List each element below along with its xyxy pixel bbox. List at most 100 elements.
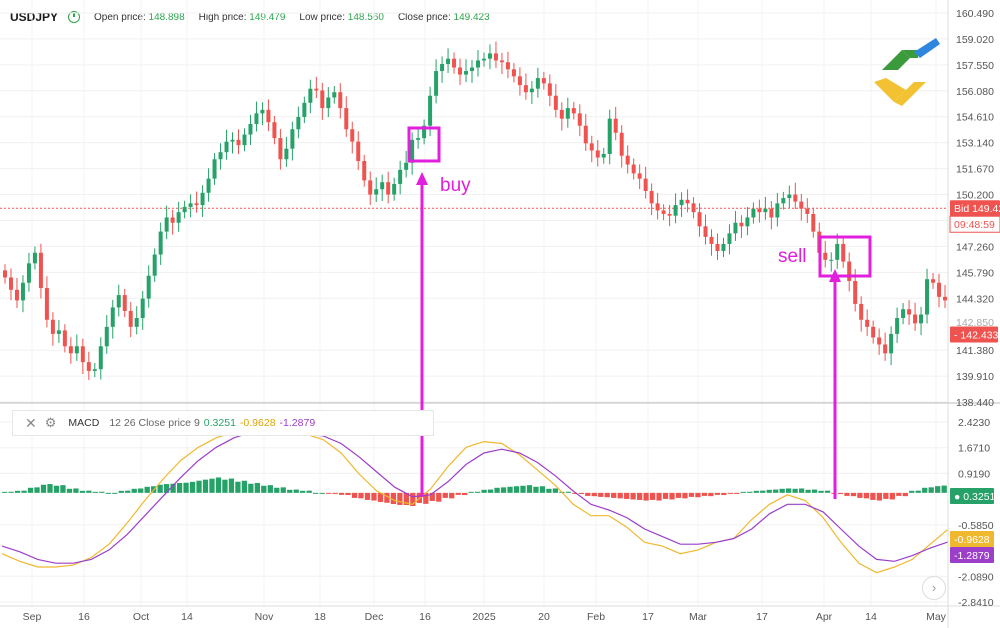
time-tick-label: Mar	[689, 611, 708, 623]
macd-histogram-bar	[740, 491, 746, 493]
macd-histogram-bar	[734, 492, 740, 494]
signal-badge-text: -1.2879	[954, 550, 990, 562]
sell-label: sell	[778, 246, 807, 267]
macd-histogram-bar	[403, 492, 410, 505]
macd-histogram-bar	[338, 492, 345, 495]
candle-body	[937, 282, 942, 297]
macd-histogram-bar	[86, 490, 92, 493]
time-tick-label: 16	[419, 611, 431, 623]
macd-histogram-bar	[753, 490, 759, 493]
candle-body	[799, 201, 804, 209]
candle-body	[703, 226, 708, 237]
macd-histogram-bar	[300, 490, 306, 493]
price-tick-label: 159.020	[956, 34, 994, 46]
macd-histogram-bar	[818, 490, 824, 493]
macd-histogram-bar	[157, 484, 163, 493]
candle-body	[775, 203, 780, 218]
macd-histogram-bar	[92, 491, 98, 493]
candle-body	[218, 152, 223, 160]
clock-icon[interactable]	[68, 11, 81, 23]
chevron-right-icon[interactable]: ›	[922, 576, 946, 600]
candle-body	[194, 203, 199, 206]
candle-body	[92, 369, 97, 371]
close-icon[interactable]: ✕	[25, 414, 37, 431]
macd-histogram-bar	[462, 492, 468, 496]
candle-body	[266, 109, 271, 123]
candle-body	[823, 252, 828, 260]
candle-body	[883, 344, 888, 354]
macd-tick-label: 0.9190	[958, 468, 990, 480]
candle-body	[511, 69, 516, 77]
candle-body	[721, 243, 726, 251]
candle-body	[619, 132, 624, 156]
macd-histogram-bar	[805, 489, 811, 493]
candle-body	[74, 346, 79, 354]
macd-histogram-bar	[364, 492, 371, 500]
buy-arrowhead	[416, 172, 428, 185]
candle-body	[757, 208, 762, 213]
macd-histogram-bar	[727, 492, 733, 494]
candle-body	[673, 205, 678, 216]
candle-body	[368, 180, 373, 195]
candle-body	[98, 346, 103, 370]
candle-body	[236, 139, 241, 146]
countdown-badge-text: 09:48:59	[954, 219, 995, 231]
macd-histogram-bar	[539, 486, 546, 493]
macd-histogram-bar	[902, 492, 908, 497]
macd-histogram-bar	[922, 487, 928, 493]
candle-body	[601, 153, 606, 158]
macd-histogram-bar	[909, 490, 915, 493]
macd-histogram-bar	[747, 491, 753, 493]
candle-body	[206, 178, 211, 193]
macd-histogram-bar	[649, 492, 656, 500]
candle-body	[380, 182, 385, 190]
gear-icon[interactable]: ⚙	[44, 415, 57, 430]
candle-body	[853, 280, 858, 304]
macd-histogram-bar	[112, 492, 118, 494]
macd-histogram-bar	[513, 486, 520, 493]
candle-body	[116, 295, 121, 308]
time-tick-label: 17	[642, 611, 654, 623]
candle-body	[458, 67, 463, 75]
macd-tick-label: 2.4230	[958, 417, 990, 429]
macd-histogram-bar	[267, 485, 273, 493]
candle-body	[86, 362, 91, 371]
candle-body	[811, 213, 816, 232]
time-tick-label: 14	[865, 611, 877, 623]
macd-histogram-bar	[66, 488, 73, 493]
macd-histogram-bar	[377, 492, 384, 502]
candle-body	[356, 141, 361, 162]
candle-body	[697, 212, 702, 227]
macd-histogram-bar	[520, 485, 526, 493]
high-price: High price: 149.479	[198, 11, 286, 23]
candle-body	[865, 319, 870, 327]
open-price: Open price: 148.898	[94, 11, 185, 23]
candle-body	[296, 116, 301, 130]
sell-arrowhead	[829, 269, 841, 282]
macd-histogram-bar	[125, 490, 131, 493]
bid-badge-bg	[950, 200, 1000, 217]
macd-histogram-bar	[21, 490, 27, 493]
candle-body	[386, 182, 391, 195]
macd-histogram-bar	[60, 485, 66, 493]
macd-histogram-bar	[384, 492, 390, 503]
candle-body	[631, 164, 636, 174]
candle-body	[919, 314, 924, 324]
time-tick-label: 2025	[472, 611, 496, 623]
macd-line-macd	[1, 425, 949, 574]
candle-body	[553, 95, 558, 110]
candle-body	[164, 217, 169, 232]
macd-tick-label: -2.0890	[958, 571, 994, 583]
macd-histogram-bar	[546, 488, 552, 493]
candle-body	[841, 243, 846, 262]
symbol-header: USDJPY Open price: 148.898 High price: 1…	[0, 0, 504, 34]
candle-body	[679, 199, 684, 206]
macd-histogram-bar	[896, 492, 902, 496]
price-tick-label: 141.380	[956, 345, 994, 357]
macd-histogram-bar	[8, 491, 14, 493]
macd-histogram-bar	[630, 492, 636, 500]
macd-histogram-bar	[209, 478, 215, 493]
candle-body	[595, 150, 600, 158]
candle-body	[769, 208, 774, 218]
